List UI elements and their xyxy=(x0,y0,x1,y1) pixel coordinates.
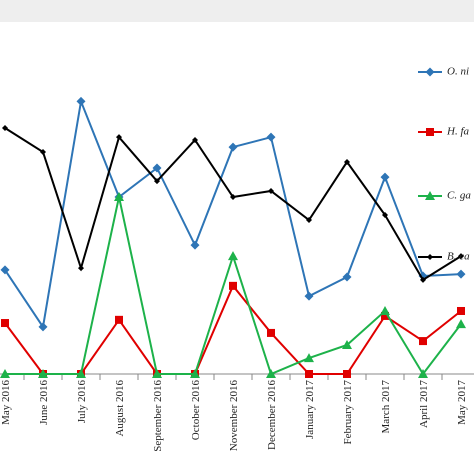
x-tick-label: April 2017 xyxy=(418,380,430,428)
data-point xyxy=(267,328,275,337)
legend-label: H. fa xyxy=(446,126,470,138)
data-point xyxy=(154,178,160,185)
x-tick-label: September 2016 xyxy=(152,380,164,452)
data-point xyxy=(78,265,84,272)
data-point xyxy=(420,276,426,283)
data-point xyxy=(228,251,238,261)
data-point xyxy=(342,272,352,282)
series-line xyxy=(4,283,462,375)
data-point xyxy=(306,217,312,224)
x-tick-label: December 2016 xyxy=(266,380,278,450)
data-point xyxy=(0,265,10,275)
legend-label: B. ca xyxy=(447,251,470,263)
data-point xyxy=(343,370,351,378)
data-point xyxy=(2,124,8,131)
data-point xyxy=(380,172,390,182)
data-point xyxy=(229,281,237,290)
data-point xyxy=(305,370,313,378)
legend-label: O. ni xyxy=(447,66,469,78)
x-tick-label: July 2016 xyxy=(76,380,88,424)
data-point xyxy=(382,212,388,219)
data-point xyxy=(152,369,162,378)
data-point xyxy=(266,132,276,142)
legend-marker xyxy=(427,254,433,260)
data-point xyxy=(114,192,124,201)
data-point xyxy=(456,319,466,329)
data-point xyxy=(304,353,314,363)
data-point xyxy=(190,369,200,378)
legend-marker xyxy=(425,191,435,200)
data-point xyxy=(304,291,314,301)
legend-marker xyxy=(425,67,435,77)
data-point xyxy=(152,163,162,173)
data-point xyxy=(458,253,464,260)
data-point xyxy=(418,369,428,378)
data-point xyxy=(192,137,198,144)
x-tick-label: August 2016 xyxy=(114,380,126,437)
data-point xyxy=(230,194,236,200)
data-point xyxy=(344,158,350,165)
x-tick-label: May 2017 xyxy=(456,380,468,425)
header-band xyxy=(0,0,474,22)
data-point xyxy=(380,305,390,315)
data-point xyxy=(38,369,48,378)
data-point xyxy=(115,315,123,324)
x-tick-label: January 2017 xyxy=(304,380,316,439)
data-point xyxy=(268,187,274,194)
x-tick-label: October 2016 xyxy=(190,380,202,441)
data-point xyxy=(457,306,465,315)
x-tick-label: May 2016 xyxy=(0,380,12,425)
x-tick-label: November 2016 xyxy=(228,380,240,452)
data-point xyxy=(116,134,122,141)
data-point xyxy=(76,369,86,378)
x-tick-label: February 2017 xyxy=(342,380,354,445)
data-point xyxy=(1,319,9,328)
data-point xyxy=(456,269,466,279)
x-tick-label: June 2016 xyxy=(38,380,50,425)
series-line xyxy=(4,97,462,330)
data-point xyxy=(76,96,86,106)
data-point xyxy=(266,369,276,378)
data-point xyxy=(38,322,48,332)
data-point xyxy=(40,149,46,156)
data-point xyxy=(190,240,200,250)
data-point xyxy=(228,142,238,152)
legend-label: C. ga xyxy=(447,190,471,202)
data-point xyxy=(342,339,352,349)
legend-marker xyxy=(426,128,434,136)
data-point xyxy=(419,337,427,346)
x-tick-label: March 2017 xyxy=(380,380,392,434)
data-point xyxy=(0,369,10,378)
data-point xyxy=(381,311,389,320)
